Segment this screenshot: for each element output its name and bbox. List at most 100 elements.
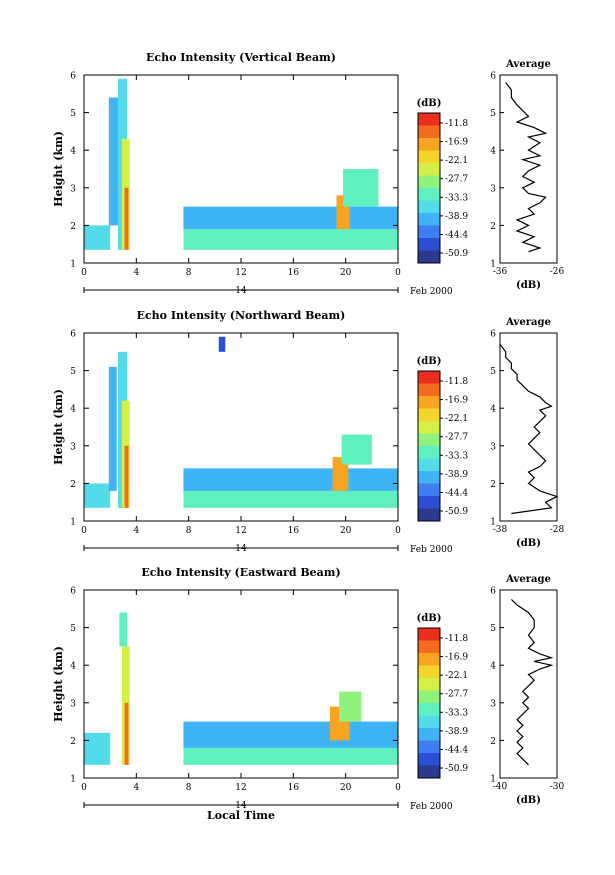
x-tick-label: 0 — [395, 526, 401, 536]
average-y-tick-label: 6 — [490, 72, 496, 82]
echo-region — [124, 702, 129, 765]
panel-title: Echo Intensity (Vertical Beam) — [146, 51, 336, 64]
colorbar-swatch — [418, 150, 440, 163]
average-y-tick-label: 4 — [490, 147, 496, 157]
colorbar-swatch — [418, 665, 440, 678]
echo-region — [332, 457, 349, 491]
colorbar-swatch — [418, 653, 440, 666]
x-tick-label: 12 — [235, 526, 246, 536]
colorbar-label: -44.4 — [445, 488, 468, 498]
y-tick-label: 1 — [70, 775, 76, 785]
colorbar-swatch — [418, 383, 440, 396]
colorbar-label: -33.3 — [445, 451, 468, 461]
echo-region — [339, 691, 362, 722]
colorbar-frame — [417, 627, 441, 779]
echo-region — [218, 336, 226, 352]
echo-region — [108, 366, 117, 491]
colorbar-swatch — [418, 433, 440, 446]
colorbar-swatch — [418, 690, 440, 703]
y-tick-label: 3 — [70, 699, 76, 709]
x-tick-label: 4 — [133, 783, 139, 793]
colorbar-label: -38.9 — [445, 470, 468, 480]
echo-region — [341, 434, 372, 465]
average-y-tick-label: 3 — [490, 442, 496, 452]
average-frame — [499, 74, 558, 264]
x-tick-label: 0 — [81, 268, 87, 278]
y-tick-label: 2 — [70, 737, 76, 747]
average-x-tick-label: -36 — [493, 267, 508, 277]
echo-region — [119, 612, 128, 647]
colorbar-swatch — [418, 396, 440, 409]
y-tick-label: 5 — [70, 367, 76, 377]
average-profile-line — [505, 82, 548, 253]
month-label: Feb 2000 — [410, 287, 453, 297]
month-label: Feb 2000 — [410, 802, 453, 812]
echo-region — [84, 225, 111, 250]
echo-region — [343, 169, 379, 207]
colorbar-swatch — [418, 753, 440, 766]
colorbar-swatch — [418, 113, 440, 126]
colorbar-swatch — [418, 238, 440, 251]
colorbar-label: -38.9 — [445, 212, 468, 222]
average-y-tick-label: 6 — [490, 587, 496, 597]
y-tick-label: 6 — [70, 587, 76, 597]
average-y-tick-label: 2 — [490, 222, 496, 232]
y-tick-label: 3 — [70, 442, 76, 452]
echo-region — [183, 747, 398, 765]
x-tick-label: 0 — [395, 268, 401, 278]
colorbar-unit: (dB) — [417, 356, 442, 367]
y-tick-label: 2 — [70, 222, 76, 232]
colorbar-label: -11.8 — [445, 634, 468, 644]
average-y-tick-label: 4 — [490, 405, 496, 415]
y-tick-label: 5 — [70, 624, 76, 634]
colorbar-frame — [417, 370, 441, 522]
y-tick-label: 4 — [70, 662, 76, 672]
echo-region — [183, 468, 398, 491]
average-x-axis-label: (dB) — [516, 795, 541, 806]
colorbar-swatch — [418, 765, 440, 778]
colorbar-label: -16.9 — [445, 396, 468, 406]
y-tick-label: 4 — [70, 405, 76, 415]
colorbar-label: -50.9 — [445, 764, 468, 774]
x-tick-label: 12 — [235, 268, 246, 278]
average-y-tick-label: 2 — [490, 480, 496, 490]
colorbar-label: -27.7 — [445, 690, 468, 700]
average-x-tick-label: -28 — [550, 525, 565, 535]
colorbar-label: -44.4 — [445, 230, 468, 240]
y-tick-label: 5 — [70, 109, 76, 119]
x-tick-label: 20 — [340, 783, 352, 793]
colorbar-swatch — [418, 471, 440, 484]
x-tick-label: 4 — [133, 526, 139, 536]
y-tick-label: 6 — [70, 330, 76, 340]
colorbar-swatch — [418, 225, 440, 238]
average-y-tick-label: 1 — [490, 260, 496, 270]
x-tick-label: 0 — [81, 526, 87, 536]
x-tick-label: 4 — [133, 268, 139, 278]
echo-region — [124, 187, 129, 250]
colorbar-label: -27.7 — [445, 433, 468, 443]
average-x-axis-label: (dB) — [516, 280, 541, 291]
y-axis-label: Height (km) — [52, 389, 65, 465]
x-tick-label: 16 — [288, 783, 300, 793]
average-x-tick-label: -30 — [550, 782, 565, 792]
average-x-tick-label: -26 — [550, 267, 565, 277]
colorbar-swatch — [418, 175, 440, 188]
average-title: Average — [505, 317, 551, 328]
y-tick-label: 1 — [70, 260, 76, 270]
x-tick-label: 12 — [235, 783, 246, 793]
y-tick-label: 1 — [70, 518, 76, 528]
average-y-tick-label: 5 — [490, 624, 496, 634]
colorbar-label: -38.9 — [445, 727, 468, 737]
average-y-tick-label: 5 — [490, 367, 496, 377]
average-profile-line — [510, 598, 554, 766]
panel-2: Echo Intensity (Northward Beam)123456Hei… — [52, 309, 565, 555]
colorbar-swatch — [418, 163, 440, 176]
colorbar-label: -22.1 — [445, 414, 468, 424]
echo-region — [183, 206, 398, 230]
average-y-tick-label: 6 — [490, 330, 496, 340]
colorbar-swatch — [418, 200, 440, 213]
colorbar-swatch — [418, 213, 440, 226]
colorbar-swatch — [418, 628, 440, 641]
x-tick-label: 8 — [186, 526, 192, 536]
